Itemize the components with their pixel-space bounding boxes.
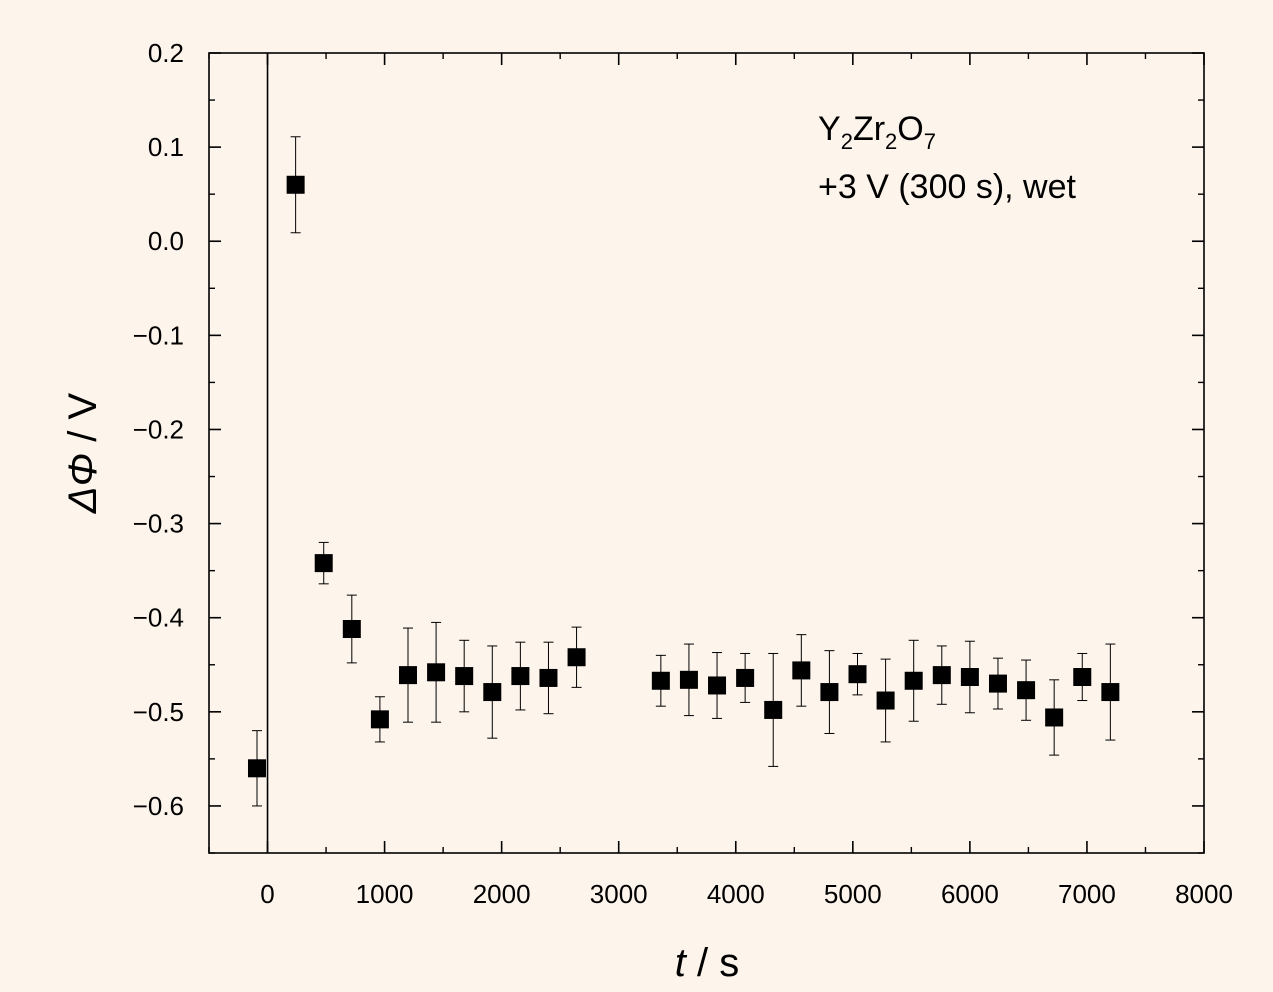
plot-frame — [208, 52, 1205, 854]
data-point — [455, 667, 474, 686]
x-tick-label: 4000 — [707, 879, 765, 909]
y-tick-labels: 0.2 0.1 0.0 −0.1 −0.2 −0.3 −0.4 −0.5 −0.6 — [133, 38, 184, 821]
x-axis-unit: / s — [686, 941, 739, 985]
data-point — [876, 691, 895, 710]
x-tick-label: 6000 — [941, 879, 999, 909]
data-point — [286, 175, 305, 194]
x-tick-label: 7000 — [1058, 879, 1116, 909]
data-point — [988, 674, 1007, 693]
y-axis-title: ΔΦ / V — [61, 393, 105, 515]
y-tick-label: −0.3 — [133, 509, 184, 539]
y-tick-label: −0.6 — [133, 791, 184, 821]
x-tick-label: 8000 — [1175, 879, 1233, 909]
data-point — [736, 668, 755, 687]
data-point — [342, 620, 361, 638]
formula-o: O — [897, 110, 923, 148]
data-point — [483, 683, 502, 702]
x-tick-label: 0 — [260, 879, 274, 909]
data-point — [679, 670, 698, 689]
x-tick-label: 3000 — [590, 879, 648, 909]
annotation-formula: Y2Zr2O7 — [818, 110, 936, 154]
data-markers — [247, 175, 1120, 778]
formula-y: Y — [818, 110, 841, 148]
data-point — [511, 667, 530, 686]
data-point — [1045, 708, 1064, 727]
data-point — [764, 700, 783, 719]
formula-sub-7: 7 — [924, 129, 936, 154]
y-tick-label: 0.1 — [148, 132, 184, 162]
y-tick-label: −0.4 — [133, 603, 184, 633]
data-point — [848, 665, 867, 684]
y-tick-label: −0.2 — [133, 414, 184, 444]
x-tick-labels: 0 1000 2000 3000 4000 5000 6000 7000 8000 — [260, 879, 1233, 909]
data-point — [792, 661, 811, 680]
data-point — [1073, 668, 1092, 686]
data-point — [708, 676, 727, 695]
data-point — [820, 683, 839, 702]
y-axis-unit: / V — [61, 393, 105, 453]
x-tick-label: 2000 — [473, 879, 531, 909]
data-point — [960, 668, 979, 686]
formula-sub-2a: 2 — [841, 129, 853, 154]
formula-sub-2b: 2 — [885, 129, 897, 154]
data-point — [904, 671, 923, 690]
y-axis-var: ΔΦ — [61, 453, 105, 514]
data-point — [314, 554, 333, 573]
axis-ticks — [208, 52, 1205, 854]
x-axis-var: t — [675, 941, 688, 985]
x-tick-label: 5000 — [824, 879, 882, 909]
data-point — [427, 663, 446, 682]
y-tick-label: −0.1 — [133, 320, 184, 350]
data-point — [1101, 683, 1120, 702]
y-tick-label: 0.2 — [148, 38, 184, 68]
formula-zr: Zr — [853, 110, 885, 148]
data-point — [539, 668, 558, 687]
data-point — [370, 710, 389, 729]
x-tick-label: 1000 — [356, 879, 414, 909]
data-point — [247, 759, 266, 778]
error-bars — [251, 136, 1116, 807]
data-point — [399, 666, 417, 685]
data-point — [1017, 681, 1036, 700]
y-tick-label: 0.0 — [148, 226, 184, 256]
y-tick-label: −0.5 — [133, 697, 184, 727]
data-point — [651, 671, 670, 690]
data-point — [932, 666, 951, 685]
annotation-condition: +3 V (300 s), wet — [818, 168, 1077, 206]
data-point — [567, 648, 586, 667]
x-axis-title: t / s — [675, 941, 739, 985]
